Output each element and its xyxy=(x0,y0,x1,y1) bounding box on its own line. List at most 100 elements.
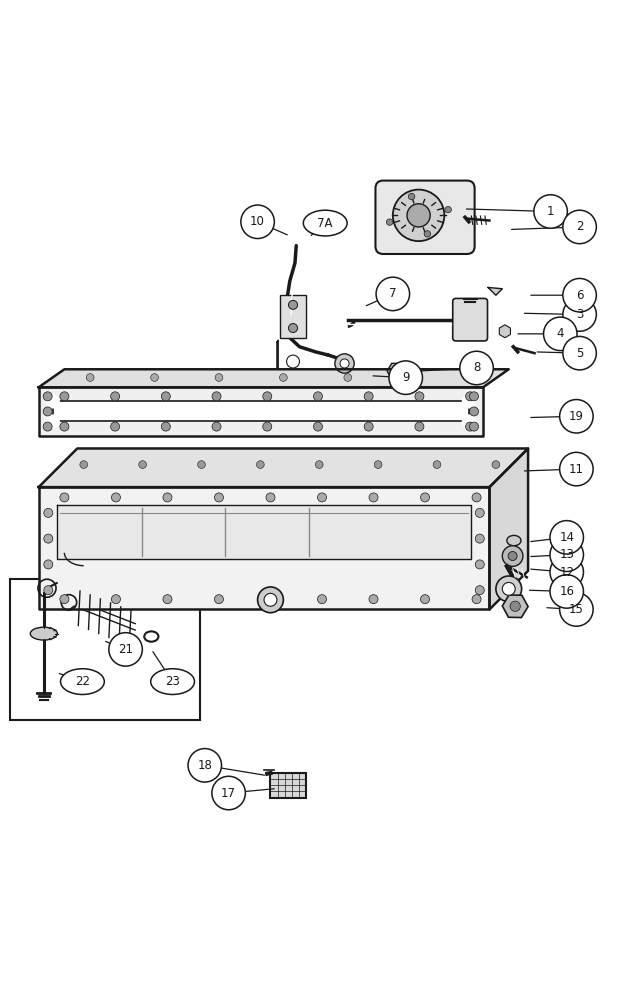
Circle shape xyxy=(369,595,378,604)
Circle shape xyxy=(393,190,444,241)
Circle shape xyxy=(163,493,172,502)
Circle shape xyxy=(364,392,373,401)
Circle shape xyxy=(256,461,264,468)
Circle shape xyxy=(151,374,158,381)
Circle shape xyxy=(389,361,422,394)
Circle shape xyxy=(421,595,430,604)
Text: 8: 8 xyxy=(473,361,480,374)
Circle shape xyxy=(550,575,583,608)
Circle shape xyxy=(111,595,120,604)
Circle shape xyxy=(445,206,451,213)
Text: 7: 7 xyxy=(389,287,397,300)
Circle shape xyxy=(376,277,410,311)
Circle shape xyxy=(386,219,393,225)
Circle shape xyxy=(111,392,120,401)
Circle shape xyxy=(43,422,52,431)
Polygon shape xyxy=(39,448,528,487)
Circle shape xyxy=(214,493,223,502)
Circle shape xyxy=(550,521,583,554)
Bar xyxy=(270,773,306,798)
Circle shape xyxy=(198,461,205,468)
Circle shape xyxy=(364,422,373,431)
Circle shape xyxy=(317,595,327,604)
Circle shape xyxy=(44,560,53,569)
Polygon shape xyxy=(53,401,469,421)
Polygon shape xyxy=(489,448,528,609)
Circle shape xyxy=(550,538,583,571)
Circle shape xyxy=(469,422,478,431)
Circle shape xyxy=(466,422,475,431)
FancyBboxPatch shape xyxy=(375,181,475,254)
Ellipse shape xyxy=(507,535,521,546)
Circle shape xyxy=(550,555,583,589)
Circle shape xyxy=(502,546,523,566)
Circle shape xyxy=(264,593,277,606)
Circle shape xyxy=(369,493,378,502)
Ellipse shape xyxy=(303,210,347,236)
Circle shape xyxy=(475,508,484,517)
Circle shape xyxy=(46,394,60,409)
Circle shape xyxy=(161,422,170,431)
Circle shape xyxy=(408,374,416,381)
Circle shape xyxy=(212,392,221,401)
Circle shape xyxy=(161,392,170,401)
Circle shape xyxy=(314,422,323,431)
Circle shape xyxy=(563,210,596,244)
Circle shape xyxy=(344,374,352,381)
Circle shape xyxy=(43,392,52,401)
Text: 6: 6 xyxy=(576,289,583,302)
Circle shape xyxy=(111,493,120,502)
Ellipse shape xyxy=(30,627,57,640)
Circle shape xyxy=(279,374,287,381)
Circle shape xyxy=(392,367,400,375)
Polygon shape xyxy=(488,287,502,295)
Circle shape xyxy=(462,414,476,429)
Circle shape xyxy=(408,193,415,200)
Circle shape xyxy=(263,422,272,431)
Circle shape xyxy=(462,394,476,409)
Circle shape xyxy=(289,324,298,333)
Circle shape xyxy=(109,633,142,666)
Circle shape xyxy=(424,231,431,237)
Circle shape xyxy=(241,205,274,239)
Text: 2: 2 xyxy=(576,220,583,233)
Polygon shape xyxy=(39,487,489,609)
Circle shape xyxy=(433,461,441,468)
Ellipse shape xyxy=(151,669,194,694)
Polygon shape xyxy=(277,340,309,374)
Circle shape xyxy=(563,298,596,331)
Circle shape xyxy=(340,359,349,368)
Circle shape xyxy=(475,534,484,543)
Text: 3: 3 xyxy=(576,308,583,321)
Circle shape xyxy=(258,587,283,613)
Text: 16: 16 xyxy=(559,585,574,598)
Circle shape xyxy=(60,493,69,502)
Circle shape xyxy=(44,586,53,595)
Circle shape xyxy=(560,593,593,626)
Circle shape xyxy=(563,336,596,370)
Text: 18: 18 xyxy=(197,759,213,772)
Circle shape xyxy=(560,452,593,486)
Polygon shape xyxy=(39,369,509,387)
Ellipse shape xyxy=(61,669,104,694)
Circle shape xyxy=(80,461,88,468)
Polygon shape xyxy=(39,387,483,436)
Circle shape xyxy=(469,407,478,416)
Circle shape xyxy=(215,374,223,381)
Circle shape xyxy=(415,422,424,431)
Circle shape xyxy=(508,552,517,561)
Text: 13: 13 xyxy=(559,548,574,561)
Circle shape xyxy=(534,195,567,228)
Circle shape xyxy=(214,595,223,604)
Text: 15: 15 xyxy=(569,603,584,616)
Circle shape xyxy=(316,461,323,468)
Circle shape xyxy=(374,461,382,468)
Circle shape xyxy=(472,595,481,604)
Circle shape xyxy=(544,317,577,351)
Circle shape xyxy=(43,407,52,416)
Text: 23: 23 xyxy=(165,675,180,688)
Circle shape xyxy=(460,351,493,385)
Text: 5: 5 xyxy=(576,347,583,360)
Text: 12: 12 xyxy=(559,566,574,579)
Circle shape xyxy=(86,374,94,381)
